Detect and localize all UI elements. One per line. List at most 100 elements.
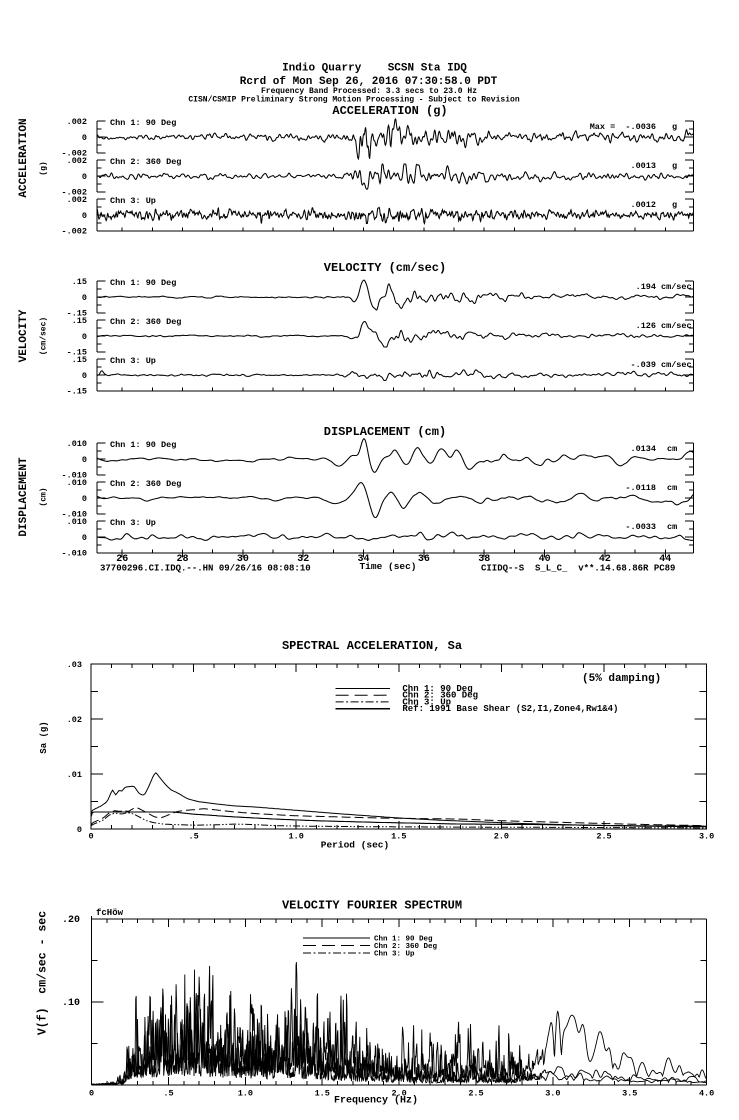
svg-text:Chn 3: Up: Chn 3: Up — [110, 518, 156, 528]
svg-text:Frequency Band Processed: 3.3: Frequency Band Processed: 3.3 secs to 23… — [261, 87, 477, 96]
svg-text:0: 0 — [82, 133, 87, 143]
svg-text:-.010: -.010 — [61, 549, 87, 559]
svg-text:.010: .010 — [67, 478, 87, 488]
svg-text:34: 34 — [358, 554, 370, 565]
svg-text:.5: .5 — [163, 1089, 173, 1099]
svg-text:Chn 3: Up: Chn 3: Up — [402, 697, 451, 707]
svg-text:cm: cm — [667, 522, 677, 532]
svg-text:1.0: 1.0 — [238, 1089, 253, 1099]
svg-text:Chn 3: Up: Chn 3: Up — [110, 356, 156, 366]
svg-text:38: 38 — [478, 554, 490, 565]
svg-text:0: 0 — [82, 371, 87, 381]
svg-text:VELOCITY FOURIER SPECTRUM: VELOCITY FOURIER SPECTRUM — [282, 899, 462, 913]
svg-text:-.002: -.002 — [61, 227, 87, 237]
svg-text:0: 0 — [82, 211, 87, 221]
svg-text:Ref: 1991 Base Shear (S2,I1,Zo: Ref: 1991 Base Shear (S2,I1,Zone4,Rw1&4) — [402, 704, 618, 714]
svg-text:cm/sec: cm/sec — [661, 321, 692, 331]
svg-text:0: 0 — [89, 1089, 94, 1099]
svg-text:42: 42 — [599, 554, 611, 565]
svg-text:30: 30 — [237, 554, 249, 565]
svg-text:-.002: -.002 — [61, 188, 87, 198]
svg-text:0: 0 — [77, 825, 82, 835]
svg-text:cm/sec: cm/sec — [661, 282, 692, 292]
svg-text:.20: .20 — [62, 915, 80, 926]
svg-text:0: 0 — [82, 293, 87, 303]
svg-text:32: 32 — [297, 554, 309, 565]
svg-text:VELOCITY: VELOCITY — [18, 309, 30, 362]
svg-text:Sa (g): Sa (g) — [39, 721, 49, 753]
svg-text:cm: cm — [667, 483, 677, 493]
svg-text:1.5: 1.5 — [391, 832, 406, 842]
svg-text:1.5: 1.5 — [315, 1089, 330, 1099]
svg-text:Chn 1: 90 Deg: Chn 1: 90 Deg — [110, 440, 176, 450]
svg-text:Frequency (Hz): Frequency (Hz) — [334, 1095, 418, 1107]
svg-text:CISN/CSMIP Preliminary Strong: CISN/CSMIP Preliminary Strong Motion Pro… — [188, 96, 519, 105]
svg-text:(5% damping): (5% damping) — [582, 673, 661, 685]
svg-text:g: g — [672, 122, 677, 132]
svg-text:-.039: -.039 — [630, 360, 656, 370]
svg-text:Chn 3: Up: Chn 3: Up — [110, 196, 156, 206]
svg-text:-.002: -.002 — [61, 149, 87, 159]
svg-text:.03: .03 — [67, 660, 82, 670]
svg-text:VELOCITY (cm/sec): VELOCITY (cm/sec) — [324, 261, 446, 275]
svg-text:Chn 1: 90 Deg: Chn 1: 90 Deg — [110, 118, 176, 128]
svg-text:2.0: 2.0 — [391, 1089, 406, 1099]
svg-text:.194: .194 — [636, 282, 656, 292]
svg-text:g: g — [672, 161, 677, 171]
svg-text:(g): (g) — [40, 161, 49, 175]
svg-text:.0012: .0012 — [630, 200, 656, 210]
svg-text:-.010: -.010 — [61, 510, 87, 520]
svg-text:3.0: 3.0 — [545, 1089, 560, 1099]
svg-text:1.0: 1.0 — [289, 832, 304, 842]
svg-text:.0134: .0134 — [630, 444, 656, 454]
svg-text:2.0: 2.0 — [494, 832, 509, 842]
svg-text:.5: .5 — [188, 832, 198, 842]
svg-text:SPECTRAL ACCELERATION, Sa: SPECTRAL ACCELERATION, Sa — [282, 639, 462, 653]
svg-text:2.5: 2.5 — [596, 832, 611, 842]
svg-text:2.5: 2.5 — [468, 1089, 483, 1099]
svg-text:.002: .002 — [67, 195, 87, 205]
svg-text:g: g — [672, 200, 677, 210]
svg-text:40: 40 — [539, 554, 551, 565]
svg-text:(cm): (cm) — [40, 487, 49, 506]
svg-text:0: 0 — [82, 455, 87, 465]
svg-text:Rcrd of Mon Sep 26, 2016 07:30: Rcrd of Mon Sep 26, 2016 07:30:58.0 PDT — [240, 76, 498, 88]
svg-text:(cm/sec): (cm/sec) — [40, 317, 49, 355]
svg-text:Chn 2: 360 Deg: Chn 2: 360 Deg — [402, 691, 478, 701]
svg-text:26: 26 — [116, 554, 128, 565]
svg-text:-.15: -.15 — [67, 309, 87, 319]
svg-text:-.0118: -.0118 — [625, 483, 656, 493]
svg-text:3.5: 3.5 — [622, 1089, 637, 1099]
svg-text:Chn 1: 90 Deg: Chn 1: 90 Deg — [374, 936, 433, 944]
svg-text:.002: .002 — [67, 117, 87, 127]
svg-text:Chn 1: 90 Deg: Chn 1: 90 Deg — [110, 278, 176, 288]
svg-text:28: 28 — [177, 554, 189, 565]
svg-text:ACCELERATION (g): ACCELERATION (g) — [332, 104, 447, 118]
svg-text:Indio Quarry SCSN Sta IDQ: Indio Quarry SCSN Sta IDQ — [282, 63, 467, 75]
svg-text:Time (sec): Time (sec) — [359, 561, 416, 572]
svg-text:0: 0 — [82, 533, 87, 543]
svg-text:Period (sec): Period (sec) — [321, 840, 389, 851]
svg-text:-.0033: -.0033 — [625, 522, 656, 532]
svg-text:Chn 2: 360 Deg: Chn 2: 360 Deg — [110, 317, 181, 327]
svg-text:ACCELERATION: ACCELERATION — [18, 118, 30, 197]
svg-text:CIIDQ--S S_L_C_ v**.14.68.86: CIIDQ--S S_L_C_ v**.14.68.86R PC89 — [481, 564, 675, 574]
svg-text:Chn 2: 360 Deg: Chn 2: 360 Deg — [110, 479, 181, 489]
svg-text:Chn 1: 90 Deg: Chn 1: 90 Deg — [402, 684, 472, 694]
svg-text:4.0: 4.0 — [699, 1089, 714, 1099]
svg-text:DISPLACEMENT (cm): DISPLACEMENT (cm) — [324, 425, 446, 439]
svg-text:cm: cm — [667, 444, 677, 454]
svg-text:Chn 3: Up: Chn 3: Up — [374, 951, 415, 959]
svg-text:.01: .01 — [67, 770, 82, 780]
svg-text:-.15: -.15 — [67, 387, 87, 397]
svg-text:.010: .010 — [67, 517, 87, 527]
svg-text:36: 36 — [418, 554, 430, 565]
svg-text:37700296.CI.IDQ.--.HN 09/26/16: 37700296.CI.IDQ.--.HN 09/26/16 08:08:10 — [100, 564, 311, 574]
svg-text:-.15: -.15 — [67, 348, 87, 358]
svg-text:3.0: 3.0 — [699, 832, 714, 842]
svg-text:0: 0 — [82, 494, 87, 504]
svg-text:DISPLACEMENT: DISPLACEMENT — [18, 457, 30, 537]
svg-text:.002: .002 — [67, 156, 87, 166]
svg-text:0: 0 — [88, 832, 93, 842]
svg-text:.15: .15 — [72, 277, 87, 287]
